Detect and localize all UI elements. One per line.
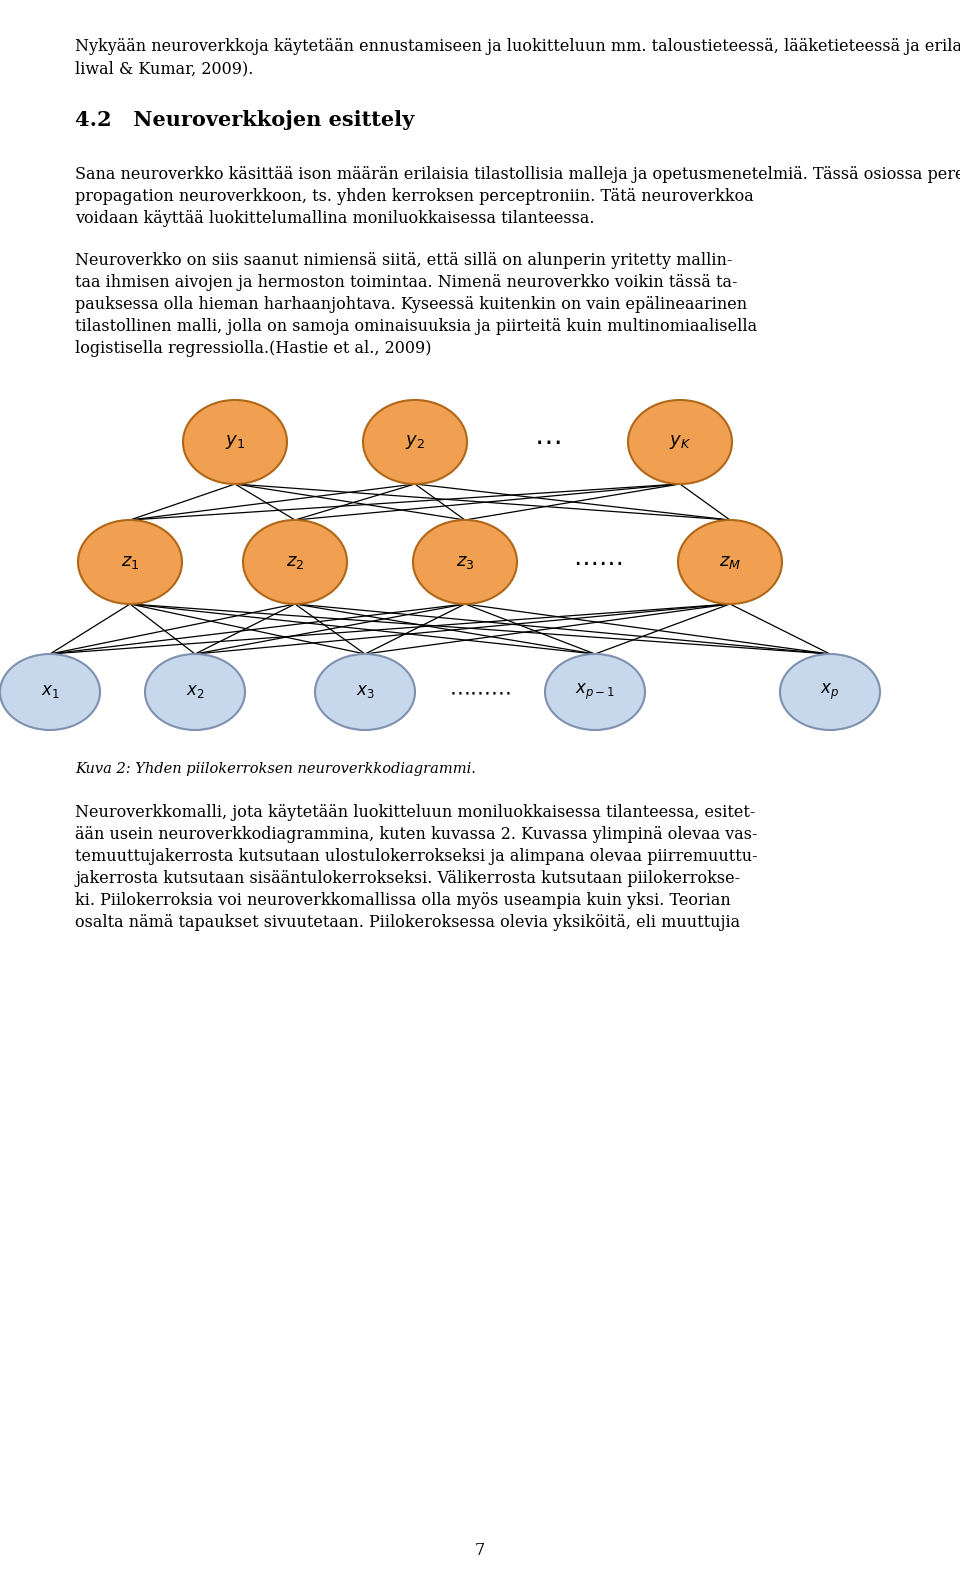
Ellipse shape [183,400,287,485]
Ellipse shape [545,655,645,729]
Text: $z_3$: $z_3$ [456,553,474,570]
Text: logistisella regressiolla.(Hastie et al., 2009): logistisella regressiolla.(Hastie et al.… [75,340,431,358]
Ellipse shape [0,655,100,729]
Text: $z_1$: $z_1$ [121,553,139,570]
Text: 7: 7 [475,1541,485,1559]
Text: Neuroverkkomalli, jota käytetään luokitteluun moniluokkaisessa tilanteessa, esit: Neuroverkkomalli, jota käytetään luokitt… [75,804,756,822]
Text: Sana neuroverkko käsittää ison määrän erilaisia tilastollisia malleja ja opetusm: Sana neuroverkko käsittää ison määrän er… [75,165,960,183]
Ellipse shape [315,655,415,729]
Text: $x_2$: $x_2$ [185,683,204,701]
Text: $z_M$: $z_M$ [719,553,741,570]
Text: taa ihmisen aivojen ja hermoston toimintaa. Nimenä neuroverkko voikin tässä ta-: taa ihmisen aivojen ja hermoston toimint… [75,273,737,291]
Text: $\cdots\cdots$: $\cdots\cdots$ [573,550,622,574]
Text: ään usein neuroverkkodiagrammina, kuten kuvassa 2. Kuvassa ylimpinä olevaa vas-: ään usein neuroverkkodiagrammina, kuten … [75,826,757,844]
Text: $x_1$: $x_1$ [40,683,60,701]
Text: 4.2   Neuroverkkojen esittely: 4.2 Neuroverkkojen esittely [75,110,415,130]
Ellipse shape [780,655,880,729]
Ellipse shape [678,520,782,604]
Text: voidaan käyttää luokittelumallina moniluokkaisessa tilanteessa.: voidaan käyttää luokittelumallina monilu… [75,210,594,227]
Ellipse shape [413,520,517,604]
Text: jakerrosta kutsutaan sisääntulokerrokseksi. Välikerrosta kutsutaan piilokerrokse: jakerrosta kutsutaan sisääntulokerroksek… [75,871,740,887]
Ellipse shape [145,655,245,729]
Text: $\cdots\cdots\cdots$: $\cdots\cdots\cdots$ [449,682,511,702]
Text: $x_3$: $x_3$ [355,683,374,701]
Text: $y_K$: $y_K$ [669,432,691,451]
Text: $\cdots$: $\cdots$ [534,427,561,456]
Text: pauksessa olla hieman harhaanjohtava. Kyseessä kuitenkin on vain epälineaarinen: pauksessa olla hieman harhaanjohtava. Ky… [75,296,747,313]
Text: $x_p$: $x_p$ [821,682,840,702]
Ellipse shape [363,400,467,485]
Ellipse shape [628,400,732,485]
Text: Nykyään neuroverkkoja käytetään ennustamiseen ja luokitteluun mm. taloustieteess: Nykyään neuroverkkoja käytetään ennustam… [75,38,960,56]
Text: $y_2$: $y_2$ [405,432,425,451]
Text: liwal & Kumar, 2009).: liwal & Kumar, 2009). [75,60,253,76]
Text: Kuva 2: Yhden piilokerroksen neuroverkkodiagrammi.: Kuva 2: Yhden piilokerroksen neuroverkko… [75,763,476,775]
Text: $z_2$: $z_2$ [286,553,304,570]
Text: tilastollinen malli, jolla on samoja ominaisuuksia ja piirteitä kuin multinomiaa: tilastollinen malli, jolla on samoja omi… [75,318,757,335]
Ellipse shape [243,520,347,604]
Text: Neuroverkko on siis saanut nimiensä siitä, että sillä on alunperin yritetty mall: Neuroverkko on siis saanut nimiensä siit… [75,253,732,269]
Ellipse shape [78,520,182,604]
Text: osalta nämä tapaukset sivuutetaan. Piilokeroksessa olevia yksiköitä, eli muuttuj: osalta nämä tapaukset sivuutetaan. Piilo… [75,914,740,931]
Text: $x_{p-1}$: $x_{p-1}$ [575,682,615,702]
Text: propagation neuroverkkoon, ts. yhden kerroksen perceptroniin. Tätä neuroverkkoa: propagation neuroverkkoon, ts. yhden ker… [75,188,754,205]
Text: $y_1$: $y_1$ [225,432,245,451]
Text: ki. Piilokerroksia voi neuroverkkomallissa olla myös useampia kuin yksi. Teorian: ki. Piilokerroksia voi neuroverkkomallis… [75,891,731,909]
Text: temuuttujakerrosta kutsutaan ulostulokerrokseksi ja alimpana olevaa piirremuuttu: temuuttujakerrosta kutsutaan ulostuloker… [75,849,757,864]
